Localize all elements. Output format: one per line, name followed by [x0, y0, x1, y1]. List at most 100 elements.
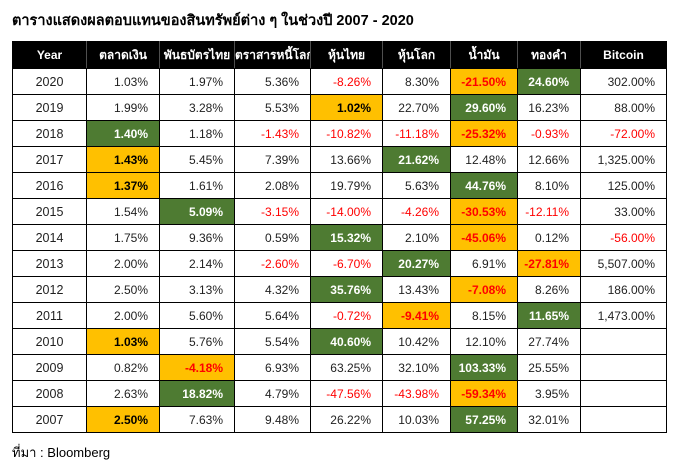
return-cell: -8.26%: [310, 68, 383, 95]
column-header-3: ตราสารหนี้โลก: [234, 41, 311, 69]
return-cell: 15.32%: [310, 224, 383, 251]
return-cell: -72.00%: [580, 120, 667, 147]
return-cell: 5.60%: [159, 302, 235, 329]
return-cell: 8.26%: [517, 276, 581, 303]
table-row-2016: 2016 1.37% 1.61% 2.08% 19.79% 5.63% 44.76% 8.10…: [12, 172, 667, 199]
table-row-2018: 2018 1.40% 1.18% -1.43% -10.82% -11.18% -25.32…: [12, 120, 667, 147]
return-cell: -25.32%: [450, 120, 518, 147]
return-cell: 1.02%: [310, 94, 383, 121]
return-cell: 2.00%: [86, 250, 160, 277]
return-cell: -4.26%: [382, 198, 451, 225]
year-cell: 2017: [12, 146, 87, 173]
return-cell: 32.01%: [517, 406, 581, 433]
column-header-year: Year: [12, 41, 87, 69]
table-row-2014: 2014 1.75% 9.36% 0.59% 15.32% 2.10% -45.06% 0.1…: [12, 224, 667, 251]
return-cell: 19.79%: [310, 172, 383, 199]
return-cell: -1.43%: [234, 120, 311, 147]
return-cell: -47.56%: [310, 380, 383, 407]
table-row-2011: 2011 2.00% 5.60% 5.64% -0.72% -9.41% 8.15% 11.6…: [12, 302, 667, 329]
year-cell: 2010: [12, 328, 87, 355]
table-row-2015: 2015 1.54% 5.09% -3.15% -14.00% -4.26% -30.53%…: [12, 198, 667, 225]
source-note: ที่มา : Bloomberg: [12, 445, 111, 460]
return-cell: 7.63%: [159, 406, 235, 433]
return-cell: 32.10%: [382, 354, 451, 381]
return-cell: -59.34%: [450, 380, 518, 407]
return-cell: 3.95%: [517, 380, 581, 407]
return-cell: 5.76%: [159, 328, 235, 355]
return-cell: 2.63%: [86, 380, 160, 407]
return-cell: 1.61%: [159, 172, 235, 199]
return-cell: 5.36%: [234, 68, 311, 95]
return-cell: -10.82%: [310, 120, 383, 147]
table-row-2007: 2007 2.50% 7.63% 9.48% 26.22% 10.03% 57.25% 32.…: [12, 406, 667, 433]
return-cell: 2.50%: [86, 406, 160, 433]
return-cell: 12.66%: [517, 146, 581, 173]
return-cell: 3.13%: [159, 276, 235, 303]
return-cell: 302.00%: [580, 68, 667, 95]
return-cell: 1.03%: [86, 68, 160, 95]
return-cell: 16.23%: [517, 94, 581, 121]
return-cell: 0.82%: [86, 354, 160, 381]
column-header-8: Bitcoin: [580, 41, 667, 69]
return-cell: 35.76%: [310, 276, 383, 303]
return-cell: 1.18%: [159, 120, 235, 147]
asset-returns-table: Year ตลาดเงิน พันธบัตรไทย ตราสารหนี้โลก หุ้น…: [12, 41, 667, 433]
return-cell: 2.00%: [86, 302, 160, 329]
return-cell: 4.79%: [234, 380, 311, 407]
return-cell: 29.60%: [450, 94, 518, 121]
return-cell: 125.00%: [580, 172, 667, 199]
year-cell: 2019: [12, 94, 87, 121]
return-cell: 103.33%: [450, 354, 518, 381]
return-cell: 0.59%: [234, 224, 311, 251]
return-cell: 10.03%: [382, 406, 451, 433]
return-cell: 5.53%: [234, 94, 311, 121]
return-cell: 1.40%: [86, 120, 160, 147]
return-cell: -56.00%: [580, 224, 667, 251]
return-cell: 22.70%: [382, 94, 451, 121]
return-cell: 9.36%: [159, 224, 235, 251]
return-cell: -21.50%: [450, 68, 518, 95]
return-cell: -45.06%: [450, 224, 518, 251]
return-cell: 5.45%: [159, 146, 235, 173]
return-cell: [580, 406, 667, 433]
return-cell: 25.55%: [517, 354, 581, 381]
year-cell: 2009: [12, 354, 87, 381]
return-cell: 5.09%: [159, 198, 235, 225]
year-cell: 2007: [12, 406, 87, 433]
return-cell: 88.00%: [580, 94, 667, 121]
return-cell: -30.53%: [450, 198, 518, 225]
year-cell: 2020: [12, 68, 87, 95]
return-cell: 8.10%: [517, 172, 581, 199]
year-cell: 2016: [12, 172, 87, 199]
return-cell: 8.15%: [450, 302, 518, 329]
return-cell: 2.50%: [86, 276, 160, 303]
return-cell: -7.08%: [450, 276, 518, 303]
return-cell: 7.39%: [234, 146, 311, 173]
return-cell: 8.30%: [382, 68, 451, 95]
table-row-2019: 2019 1.99% 3.28% 5.53% 1.02% 22.70% 29.60% 16.2…: [12, 94, 667, 121]
return-cell: 12.10%: [450, 328, 518, 355]
year-cell: 2014: [12, 224, 87, 251]
return-cell: [580, 328, 667, 355]
return-cell: -9.41%: [382, 302, 451, 329]
return-cell: 6.93%: [234, 354, 311, 381]
table-row-2017: 2017 1.43% 5.45% 7.39% 13.66% 21.62% 12.48% 12.…: [12, 146, 667, 173]
return-cell: -3.15%: [234, 198, 311, 225]
return-cell: 20.27%: [382, 250, 451, 277]
return-cell: 2.08%: [234, 172, 311, 199]
return-cell: 63.25%: [310, 354, 383, 381]
return-cell: 33.00%: [580, 198, 667, 225]
return-cell: 10.42%: [382, 328, 451, 355]
table-row-2008: 2008 2.63% 18.82% 4.79% -47.56% -43.98% -59.34…: [12, 380, 667, 407]
return-cell: -43.98%: [382, 380, 451, 407]
column-header-7: ทองคำ: [517, 41, 581, 69]
return-cell: 13.43%: [382, 276, 451, 303]
return-cell: 24.60%: [517, 68, 581, 95]
return-cell: -12.11%: [517, 198, 581, 225]
return-cell: 9.48%: [234, 406, 311, 433]
return-cell: 12.48%: [450, 146, 518, 173]
return-cell: -2.60%: [234, 250, 311, 277]
table-header-row: Year ตลาดเงิน พันธบัตรไทย ตราสารหนี้โลก หุ้น…: [12, 41, 667, 69]
return-cell: 18.82%: [159, 380, 235, 407]
